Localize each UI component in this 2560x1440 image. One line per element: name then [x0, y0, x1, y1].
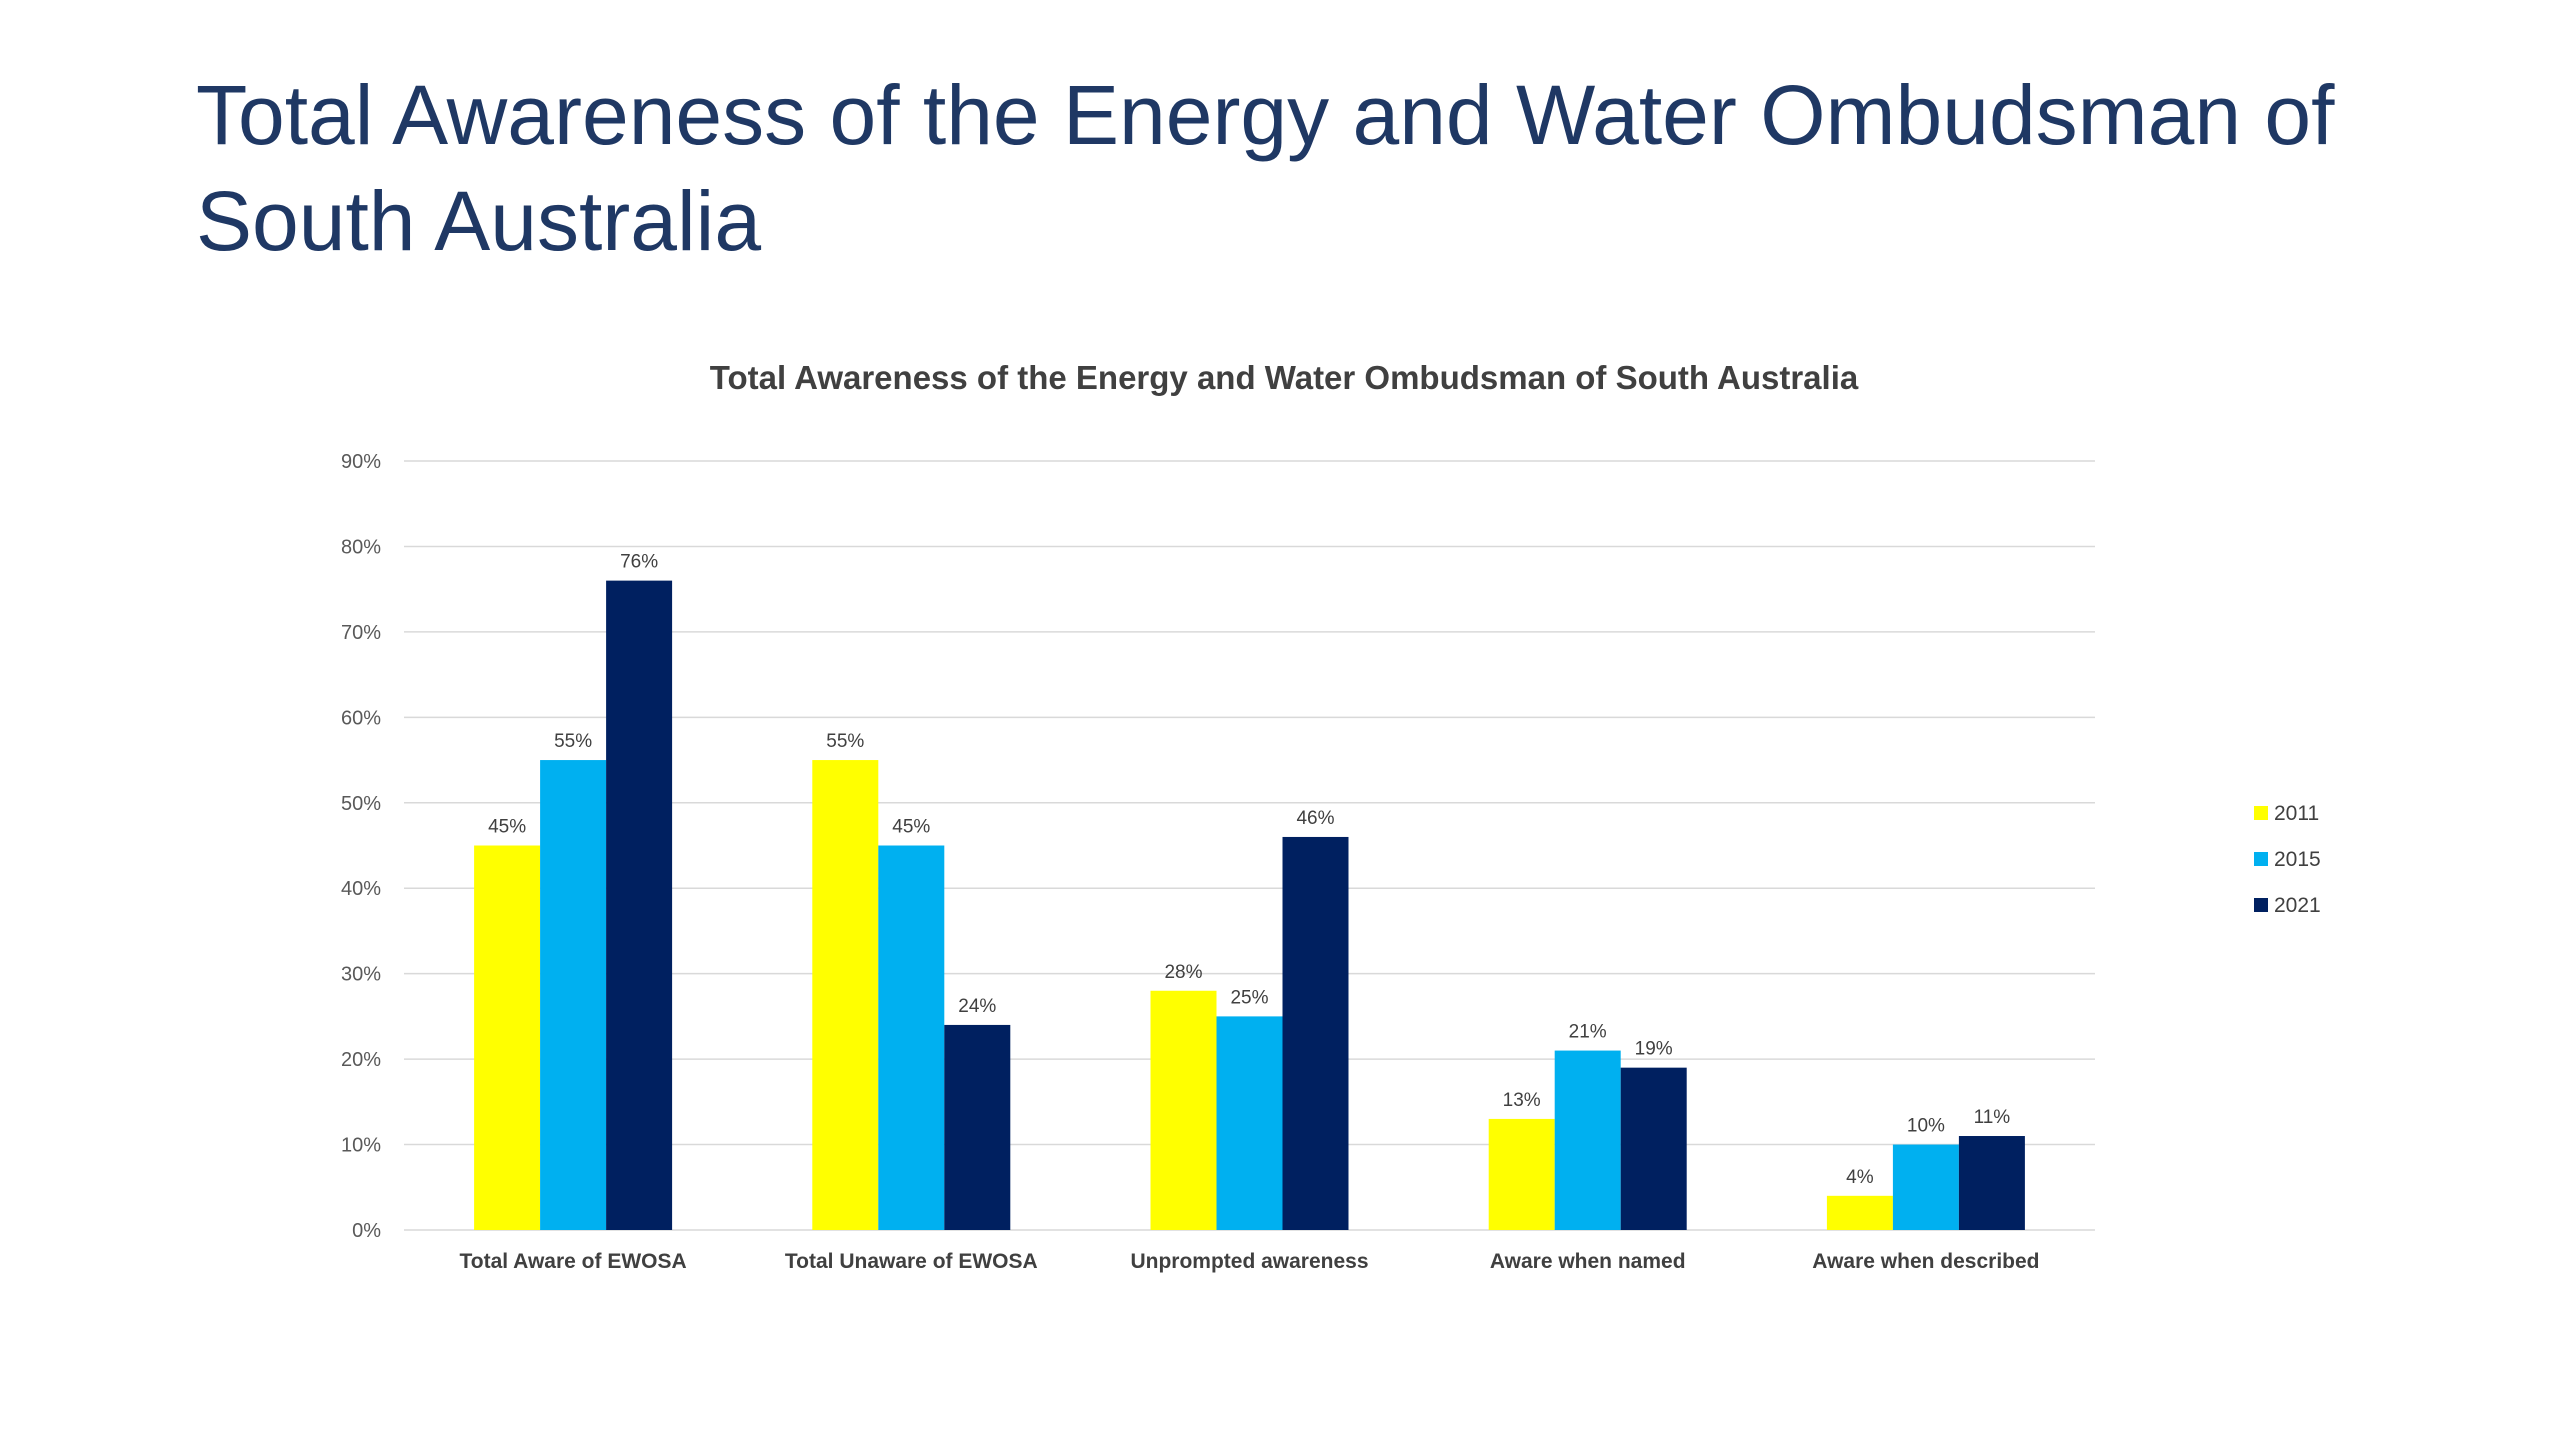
data-label: 55% [554, 731, 592, 752]
data-label: 28% [1164, 962, 1202, 983]
data-label: 19% [1635, 1039, 1673, 1060]
legend-label: 2015 [2274, 848, 2321, 871]
legend-swatch [2254, 806, 2268, 820]
y-tick-label: 20% [341, 1049, 381, 1071]
y-tick-label: 30% [341, 964, 381, 986]
y-tick-label: 60% [341, 707, 381, 729]
y-tick-label: 0% [352, 1220, 381, 1242]
data-label: 76% [620, 552, 658, 573]
y-tick-label: 90% [341, 451, 381, 473]
legend-label: 2011 [2274, 802, 2319, 825]
bar-2011 [1826, 1195, 1893, 1230]
slide-title: Total Awareness of the Energy and Water … [196, 68, 2335, 268]
y-tick-label: 80% [341, 536, 381, 558]
legend-swatch [2254, 898, 2268, 912]
chart-title: Total Awareness of the Energy and Water … [710, 359, 1859, 396]
bar-2021 [606, 580, 673, 1230]
bar-2021 [1958, 1136, 2025, 1230]
bar-2015 [878, 845, 945, 1230]
bar-2021 [1282, 836, 1349, 1230]
bar-2021 [1620, 1067, 1687, 1230]
data-label: 46% [1296, 808, 1334, 829]
data-label: 13% [1503, 1090, 1541, 1111]
category-label: Aware when described [1812, 1250, 2039, 1273]
bar-2015 [1554, 1050, 1621, 1230]
data-label: 10% [1907, 1116, 1945, 1137]
y-axis-ticks: 0% 10% 20% 30% 40% 50% 60% 70% 80% 90% [341, 451, 381, 1242]
bar-2021 [944, 1024, 1011, 1230]
category-label: Total Unaware of EWOSA [785, 1250, 1038, 1273]
y-tick-label: 50% [341, 793, 381, 815]
y-tick-label: 70% [341, 622, 381, 644]
data-label: 24% [958, 996, 996, 1017]
bar-2015 [1892, 1144, 1959, 1230]
data-label: 55% [826, 731, 864, 752]
data-label: 4% [1846, 1167, 1874, 1188]
y-tick-label: 40% [341, 878, 381, 900]
legend-swatch [2254, 852, 2268, 866]
data-label: 21% [1569, 1022, 1607, 1043]
data-labels: 45% 55% 76% 55% 45% 24% 28% 25% 46% 13% 21% 19% 4% 10… [488, 552, 2010, 1188]
category-label: Aware when named [1490, 1250, 1686, 1273]
bar-2011 [1150, 990, 1217, 1230]
legend: 2011 2015 2021 [2254, 802, 2321, 917]
data-label: 45% [488, 817, 526, 838]
bar-2011 [474, 845, 541, 1230]
data-label: 11% [1974, 1107, 2011, 1128]
bars [474, 580, 2025, 1230]
legend-label: 2021 [2274, 894, 2321, 917]
y-tick-label: 10% [341, 1135, 381, 1157]
bar-2011 [1488, 1118, 1555, 1230]
data-label: 25% [1230, 987, 1268, 1008]
bar-2015 [1216, 1016, 1283, 1230]
x-axis-categories: Total Aware of EWOSA Total Unaware of EWO… [460, 1250, 2040, 1273]
category-label: Total Aware of EWOSA [460, 1250, 687, 1273]
data-label: 45% [892, 817, 930, 838]
bar-2015 [540, 760, 607, 1230]
category-label: Unprompted awareness [1130, 1250, 1368, 1273]
bar-2011 [812, 760, 879, 1230]
